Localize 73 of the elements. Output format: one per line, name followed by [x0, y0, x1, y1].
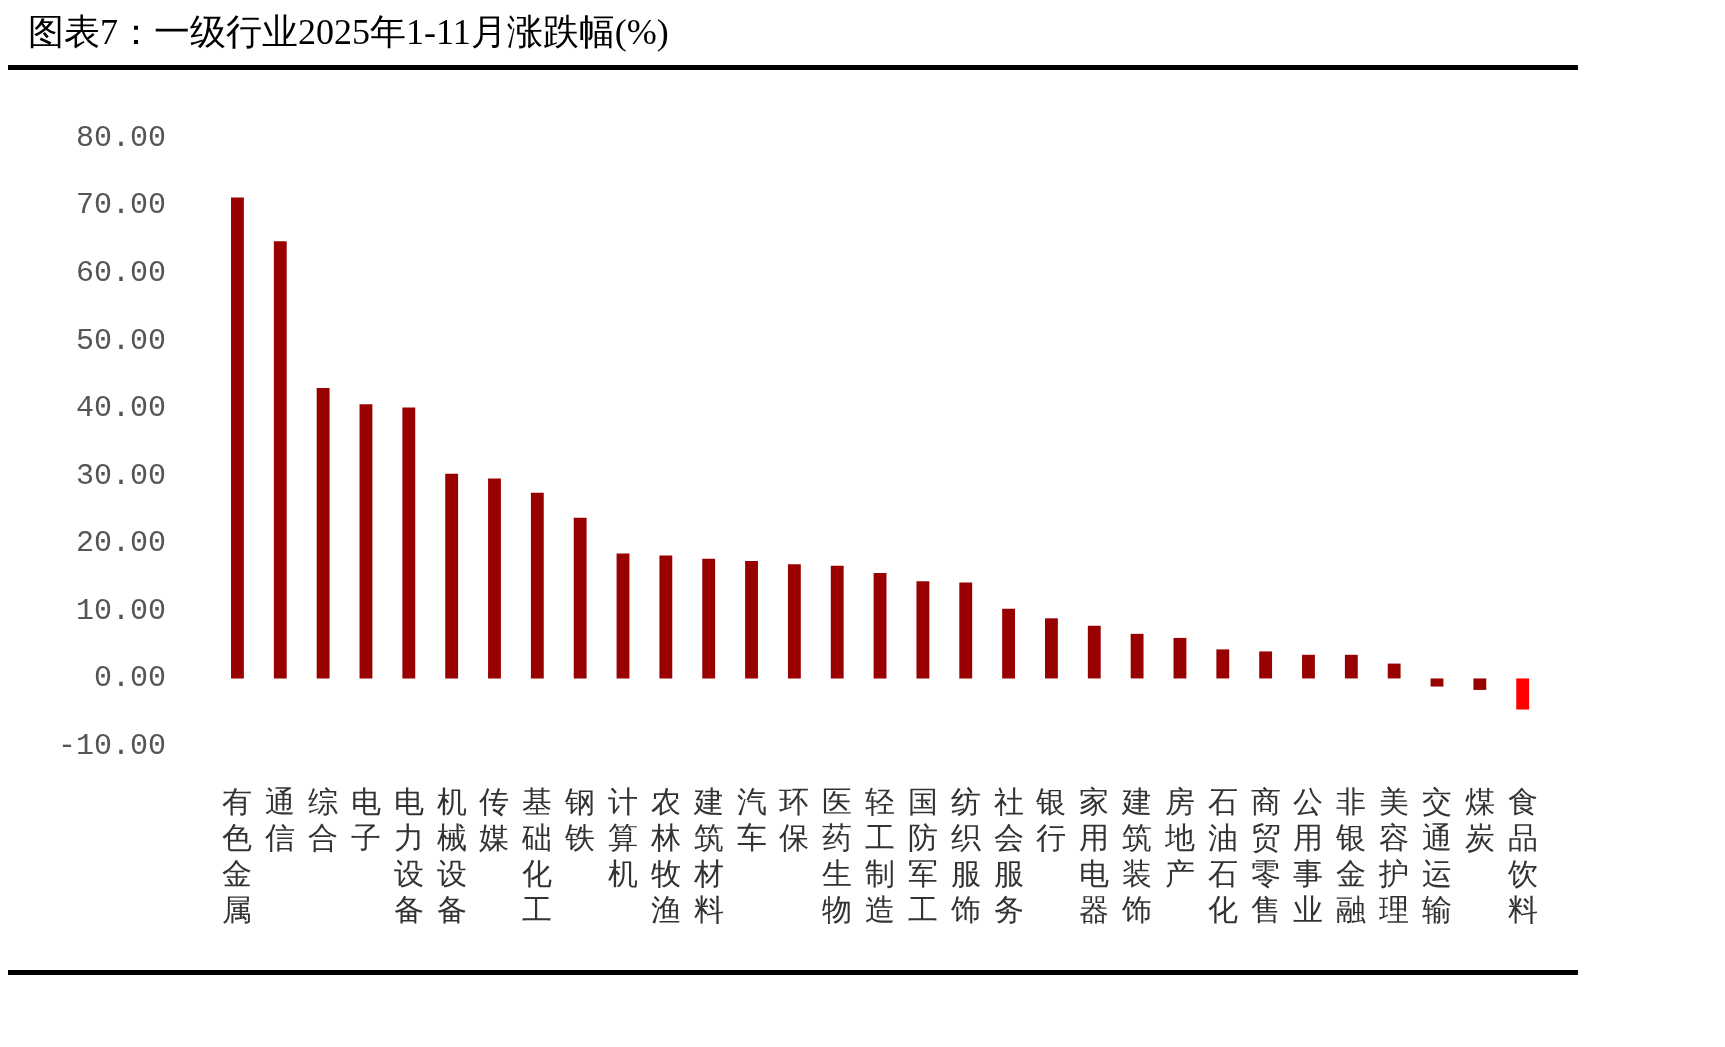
bar	[830, 565, 844, 679]
x-tick-label: 钢铁	[564, 784, 596, 854]
x-tick-label: 国防军工	[907, 784, 938, 926]
bar	[231, 197, 244, 679]
bar	[1344, 654, 1358, 679]
bar	[359, 404, 373, 679]
x-tick-label: 家用电器	[1079, 784, 1110, 926]
x-tick-label: 商贸零售	[1250, 784, 1281, 926]
bar	[745, 560, 758, 679]
y-tick-label: 20.00	[76, 526, 167, 561]
x-tick-label: 公用事业	[1293, 784, 1324, 926]
bar	[1259, 651, 1273, 679]
bar	[273, 241, 287, 679]
bar	[702, 558, 716, 679]
bar	[616, 553, 630, 679]
x-tick-label: 银行	[1035, 784, 1067, 854]
x-tick-label: 医药生物	[822, 784, 853, 926]
bar	[402, 407, 416, 679]
x-tick-label: 农林牧渔	[649, 784, 681, 926]
x-tick-label: 机械设备	[436, 784, 467, 926]
x-tick-label: 石油石化	[1207, 784, 1238, 926]
x-tick-label: 基础化工	[521, 784, 553, 926]
bar	[1473, 678, 1487, 690]
y-tick-label: -10.00	[57, 728, 167, 763]
bar	[530, 492, 544, 679]
y-tick-label: 30.00	[76, 458, 167, 493]
y-tick-label: 80.00	[76, 120, 167, 155]
bar	[659, 555, 673, 679]
chart-title: 图表7：一级行业2025年1-11月涨跌幅(%)	[8, 8, 1578, 70]
bar	[488, 478, 501, 679]
x-tick-label: 社会服务	[993, 784, 1024, 926]
bar	[1002, 608, 1016, 679]
bar	[916, 581, 930, 679]
x-tick-label: 电力设备	[393, 784, 424, 926]
bar	[1173, 637, 1187, 679]
x-tick-label: 传媒	[479, 784, 510, 854]
x-tick-label: 非银金融	[1335, 784, 1367, 926]
y-tick-label: 10.00	[76, 593, 167, 628]
x-tick-label: 建筑装饰	[1121, 784, 1153, 926]
bar	[873, 573, 887, 679]
x-tick-label: 通信	[265, 784, 296, 854]
x-tick-label: 交通运输	[1421, 784, 1452, 926]
y-tick-label: 60.00	[76, 256, 167, 291]
y-tick-label: 70.00	[76, 188, 167, 223]
bar	[1087, 625, 1101, 679]
bar	[1302, 654, 1315, 679]
bar	[1430, 678, 1444, 687]
x-tick-label: 综合	[308, 784, 339, 854]
x-tick-label: 美容护理	[1378, 784, 1410, 926]
y-tick-label: 0.00	[94, 661, 167, 696]
bar	[787, 564, 801, 679]
x-tick-label: 汽车	[736, 784, 767, 854]
x-tick-label: 煤炭	[1464, 784, 1495, 854]
x-tick-label: 食品饮料	[1506, 784, 1538, 926]
bar	[1045, 618, 1058, 679]
y-tick-label: 50.00	[76, 323, 167, 358]
x-tick-label: 轻工制造	[865, 784, 896, 926]
x-tick-label: 纺织服饰	[949, 784, 981, 926]
x-tick-label: 环保	[779, 784, 810, 854]
bar	[445, 473, 459, 679]
bar	[316, 387, 330, 679]
x-tick-label: 有色金属	[222, 784, 253, 926]
x-tick-label: 电子	[350, 784, 381, 854]
y-tick-label: 40.00	[76, 391, 167, 426]
bar	[573, 517, 587, 679]
x-tick-label: 计算机	[608, 784, 639, 890]
bar	[1130, 633, 1144, 679]
x-tick-label: 房地产	[1163, 784, 1195, 890]
bar	[1516, 678, 1530, 710]
bar	[959, 582, 973, 679]
bar	[1387, 663, 1401, 679]
bar	[1216, 649, 1230, 679]
x-tick-label: 建筑材料	[692, 784, 724, 926]
